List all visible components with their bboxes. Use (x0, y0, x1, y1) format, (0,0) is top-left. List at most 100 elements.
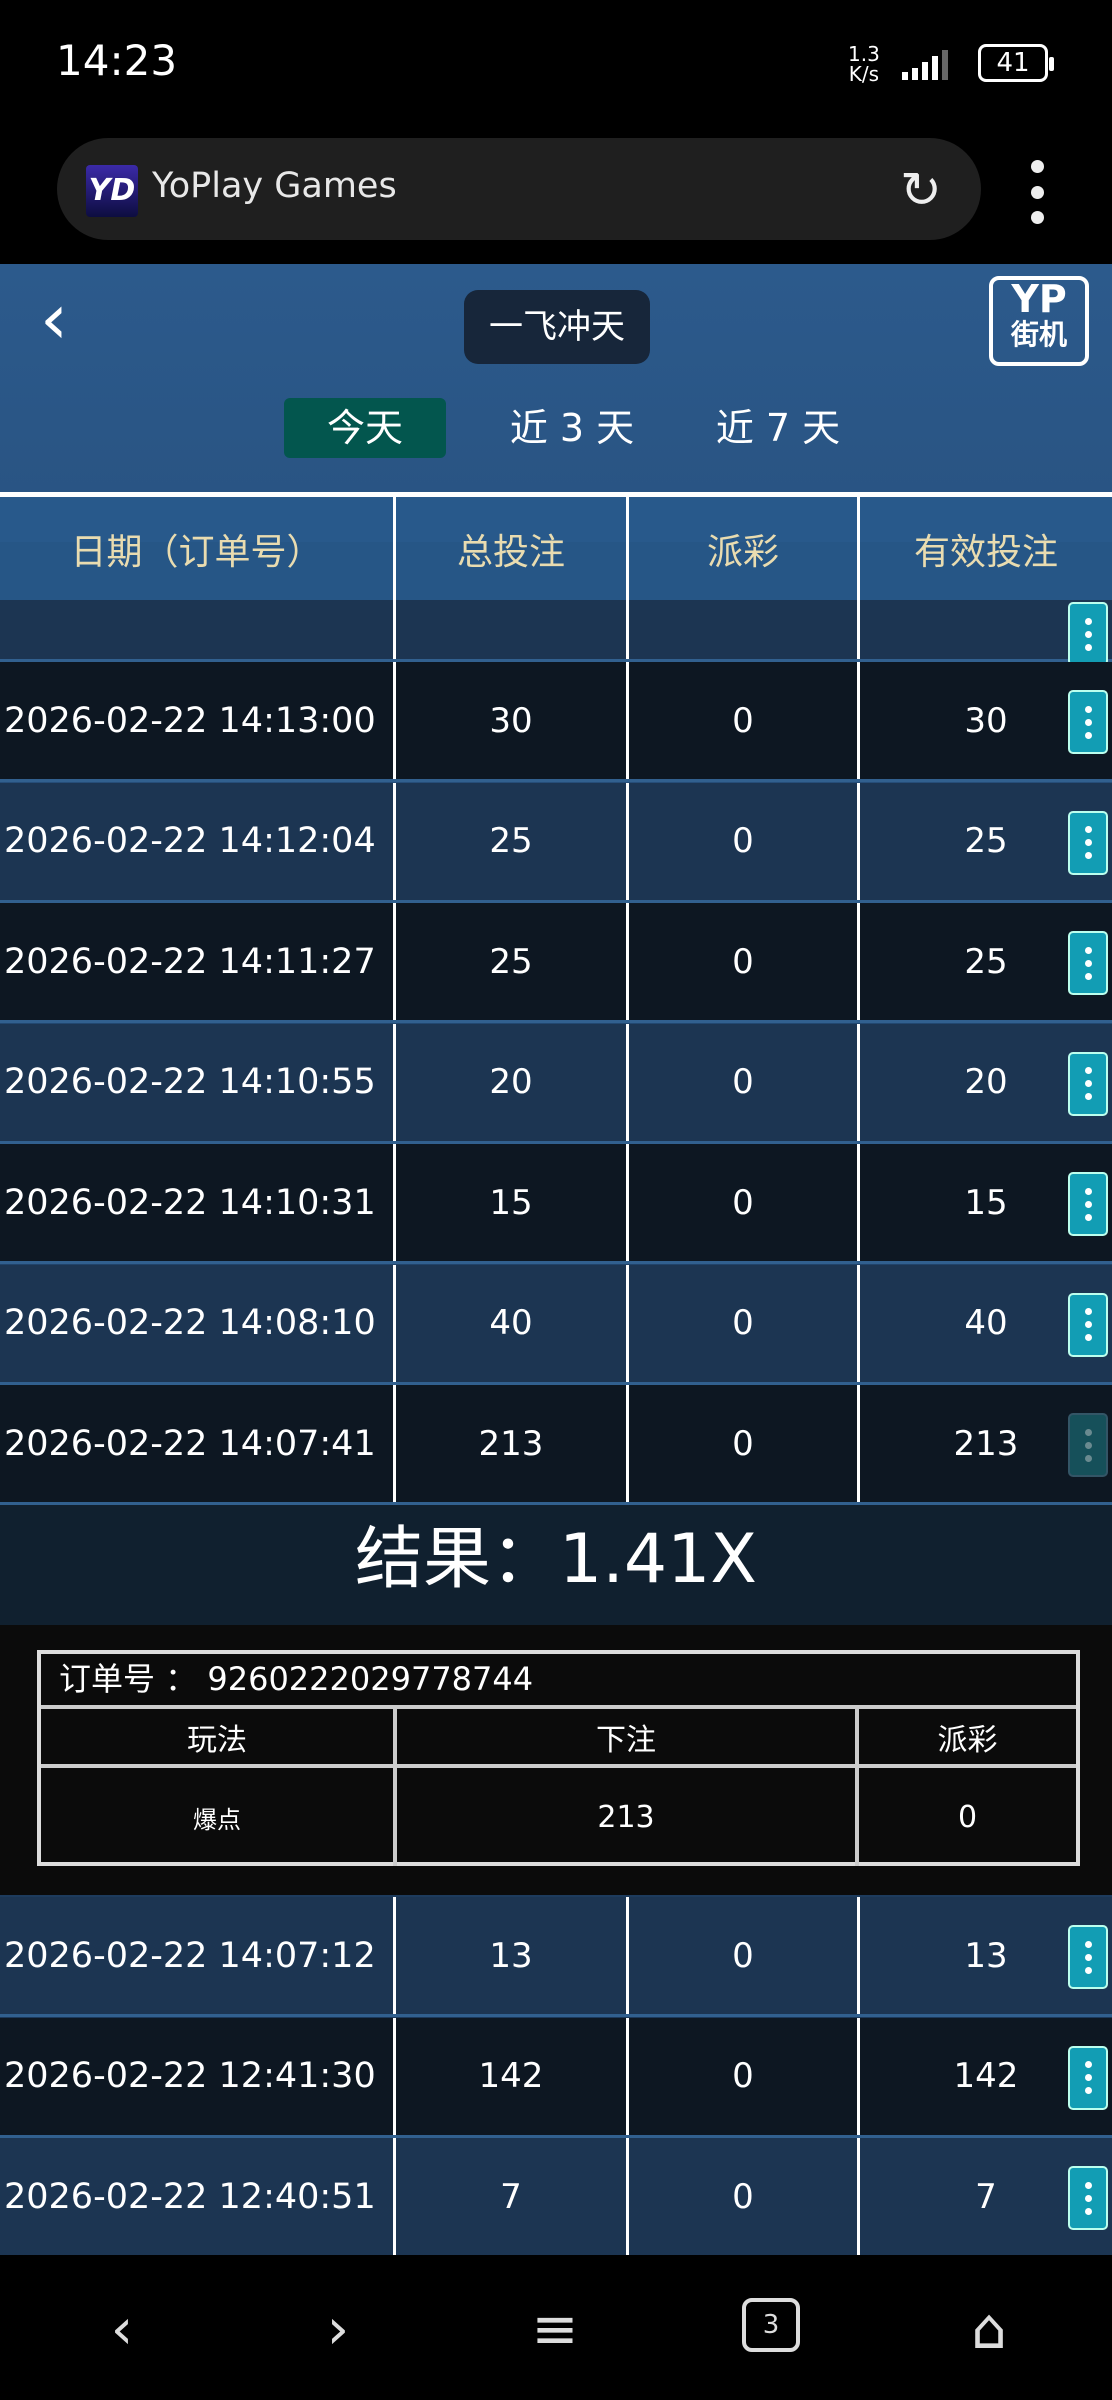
row-payout: 0 (629, 1385, 860, 1502)
battery-icon: 41 (978, 44, 1054, 82)
row-menu-button[interactable] (1068, 1172, 1108, 1236)
row-bet: 30 (396, 662, 629, 779)
detail-col-payout: 派彩 (937, 1722, 998, 1758)
col-total-bet: 总投注 (396, 497, 629, 600)
row-payout: 0 (629, 1264, 860, 1382)
back-arrow-icon[interactable]: ‹ (40, 278, 68, 360)
game-title: 一飞冲天 (464, 290, 650, 364)
order-label: 订单号 ： (59, 1660, 198, 1698)
row-menu-button[interactable] (1068, 2045, 1108, 2110)
order-number-row: 订单号 ： 9260222029778744 (41, 1654, 1076, 1709)
table-row: 2026-02-22 14:13:00 30 0 30 (0, 662, 1112, 782)
col-date: 日期（订单号） (0, 497, 396, 600)
browser-menu-icon[interactable] (1022, 160, 1052, 224)
row-payout: 0 (629, 2017, 860, 2135)
row-payout: 0 (629, 662, 860, 779)
table-row: 2026-02-22 14:11:27 25 0 25 (0, 903, 1112, 1023)
detail-col-play: 玩法 (41, 1709, 397, 1764)
status-bar: 14:23 1.3 K/s 41 (0, 0, 1112, 130)
row-menu-button[interactable] (1068, 810, 1108, 875)
tab-3-days[interactable]: 近 3 天 (509, 406, 635, 450)
row-payout: 0 (629, 1897, 860, 2014)
row-menu-button[interactable] (1068, 690, 1108, 754)
row-menu-button[interactable] (1068, 931, 1108, 995)
row-valid: 15 (964, 1182, 1008, 1223)
order-number: 9260222029778744 (207, 1660, 534, 1698)
row-menu-button[interactable] (1068, 1413, 1108, 1477)
row-menu-button[interactable] (1068, 1925, 1108, 1989)
row-payout: 0 (629, 1023, 860, 1141)
row-valid: 213 (953, 1423, 1019, 1464)
table-row: 2026-02-22 14:08:10 40 0 40 (0, 1264, 1112, 1385)
col-payout: 派彩 (629, 497, 860, 600)
order-detail-panel: 订单号 ： 9260222029778744 玩法 下注 派彩 爆点 213 0 (0, 1625, 1112, 1895)
row-valid: 25 (964, 821, 1008, 861)
row-bet: 25 (396, 903, 629, 1020)
site-favicon: YD (86, 165, 138, 217)
home-icon[interactable]: ⌂ (971, 2297, 1007, 2362)
tab-today[interactable]: 今天 (284, 398, 446, 458)
row-bet: 7 (396, 2138, 629, 2255)
detail-row: 爆点 213 0 (41, 1768, 1076, 1866)
tab-7-days[interactable]: 近 7 天 (715, 406, 841, 450)
row-valid: 40 (964, 1303, 1008, 1343)
row-valid: 20 (964, 1062, 1008, 1102)
row-date: 2026-02-22 12:40:51 (0, 2138, 396, 2255)
row-date: 2026-02-22 14:08:10 (0, 1264, 396, 1382)
speed-unit: K/s (848, 62, 880, 86)
row-bet: 15 (396, 1144, 629, 1261)
yp-logo: YP 街机 (989, 276, 1089, 366)
site-title[interactable]: YoPlay Games (152, 166, 397, 206)
row-payout: 0 (629, 2138, 860, 2255)
row-payout: 0 (629, 903, 860, 1020)
row-valid: 25 (964, 941, 1008, 982)
table-header: 日期（订单号） 总投注 派彩 有效投注 (0, 492, 1112, 600)
col-valid-bet: 有效投注 (913, 531, 1058, 573)
row-valid: 30 (964, 700, 1008, 741)
order-detail-table: 订单号 ： 9260222029778744 玩法 下注 派彩 爆点 213 0 (37, 1650, 1080, 1866)
reload-icon[interactable]: ↻ (900, 161, 942, 219)
row-payout: 0 (629, 782, 860, 900)
row-valid: 142 (953, 2056, 1019, 2096)
row-valid: 7 (975, 2176, 997, 2217)
detail-play: 爆点 (41, 1768, 397, 1866)
row-bet: 20 (396, 1023, 629, 1141)
back-nav-icon[interactable]: ‹ (110, 2297, 134, 2362)
table-row: 2026-02-22 14:07:41 213 0 213 (0, 1385, 1112, 1505)
row-bet: 142 (396, 2017, 629, 2135)
detail-col-bet: 下注 (397, 1709, 859, 1764)
row-date: 2026-02-22 14:10:55 (0, 1023, 396, 1141)
row-date: 2026-02-22 14:11:27 (0, 903, 396, 1020)
row-menu-button[interactable] (1068, 2166, 1108, 2230)
row-date: 2026-02-22 14:07:12 (0, 1897, 396, 2014)
row-date: 2026-02-22 14:07:41 (0, 1385, 396, 1502)
detail-header: 玩法 下注 派彩 (41, 1709, 1076, 1768)
row-bet: 13 (396, 1897, 629, 2014)
clock: 14:23 (56, 36, 178, 85)
table-row: 2026-02-22 14:07:12 13 0 13 (0, 1897, 1112, 2017)
row-date: 2026-02-22 14:12:04 (0, 782, 396, 900)
table-row: 2026-02-22 12:40:51 7 0 7 (0, 2138, 1112, 2255)
game-history-screen: ‹ 一飞冲天 YP 街机 今天 近 3 天 近 7 天 2026-02-22 14… (0, 264, 1112, 2255)
tabs-count-icon[interactable]: 3 (742, 2298, 800, 2352)
row-valid: 13 (964, 1935, 1008, 1976)
row-bet: 40 (396, 1264, 629, 1382)
detail-bet: 213 (397, 1768, 859, 1866)
address-bar[interactable] (57, 138, 981, 240)
table-row: 2026-02-22 14:10:31 15 0 15 (0, 1144, 1112, 1264)
table-row: 2026-02-22 14:12:04 25 0 25 (0, 782, 1112, 903)
row-menu-button[interactable] (1068, 1051, 1108, 1116)
result-text: 结果：1.41X (0, 1505, 1112, 1625)
row-menu-button[interactable] (1068, 1292, 1108, 1357)
table-row: 2026-02-22 12:41:30 142 0 142 (0, 2017, 1112, 2138)
row-menu-button[interactable] (1068, 602, 1108, 666)
row-payout: 0 (629, 1144, 860, 1261)
table-row: 2026-02-22 14:10:55 20 0 20 (0, 1023, 1112, 1144)
row-date: 2026-02-22 12:41:30 (0, 2017, 396, 2135)
signal-icon (902, 48, 964, 80)
row-bet: 213 (396, 1385, 629, 1502)
forward-nav-icon[interactable]: › (326, 2297, 350, 2362)
menu-icon[interactable]: ≡ (531, 2297, 579, 2362)
network-speed: 1.3 K/s (848, 44, 880, 84)
browser-nav-bar: ‹ › ≡ ⌂ (0, 2255, 1112, 2400)
